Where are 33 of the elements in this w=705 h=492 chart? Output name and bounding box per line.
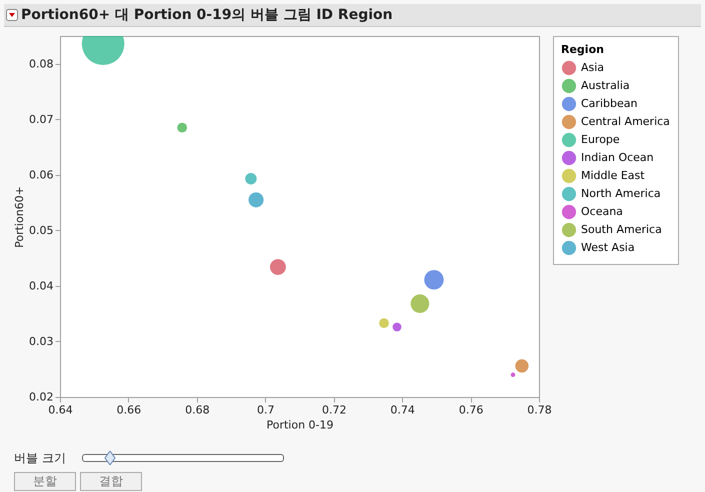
legend-label: Middle East [581,169,646,182]
legend-label: Indian Ocean [581,151,654,164]
y-tick-label: 0.07 [29,112,54,126]
y-tick-label: 0.03 [29,334,54,348]
x-tick-label: 0.68 [185,404,210,416]
y-axis-title: Portion60+ [13,186,26,248]
legend-label: Australia [581,79,630,92]
x-tick-label: 0.64 [48,404,73,416]
x-tick-label: 0.78 [527,404,552,416]
y-tick-label: 0.05 [29,224,54,237]
button: 분할 [14,472,76,491]
x-tick-label: 0.72 [322,404,346,416]
text: 버블 크기 [14,450,66,467]
legend-label: South America [581,223,662,236]
x-tick-label: 0.74 [390,404,415,416]
legend-label: West Asia [581,241,635,254]
y-tick-label: 0.08 [29,57,54,70]
legend-label: Europe [581,133,620,146]
legend-label: Oceana [581,205,623,218]
x-axis-title: Portion 0-19 [266,418,334,432]
button: 결합 [80,472,142,491]
chart-title: Portion60+ 대 Portion 0-19의 버블 그림 ID Region [21,6,393,24]
x-tick-label: 0.76 [458,404,484,416]
y-tick-label: 0.04 [29,279,54,292]
y-tick-label: 0.06 [29,168,54,182]
legend-label: Caribbean [581,97,638,110]
legend-label: North America [581,187,661,200]
legend-title: Region [561,43,604,56]
legend-label: Central America [581,115,670,128]
x-tick-label: 0.66 [116,404,142,416]
legend-label: Asia [581,61,604,74]
y-tick-label: 0.02 [29,390,54,404]
x-tick-label: 0.7 [257,404,275,416]
